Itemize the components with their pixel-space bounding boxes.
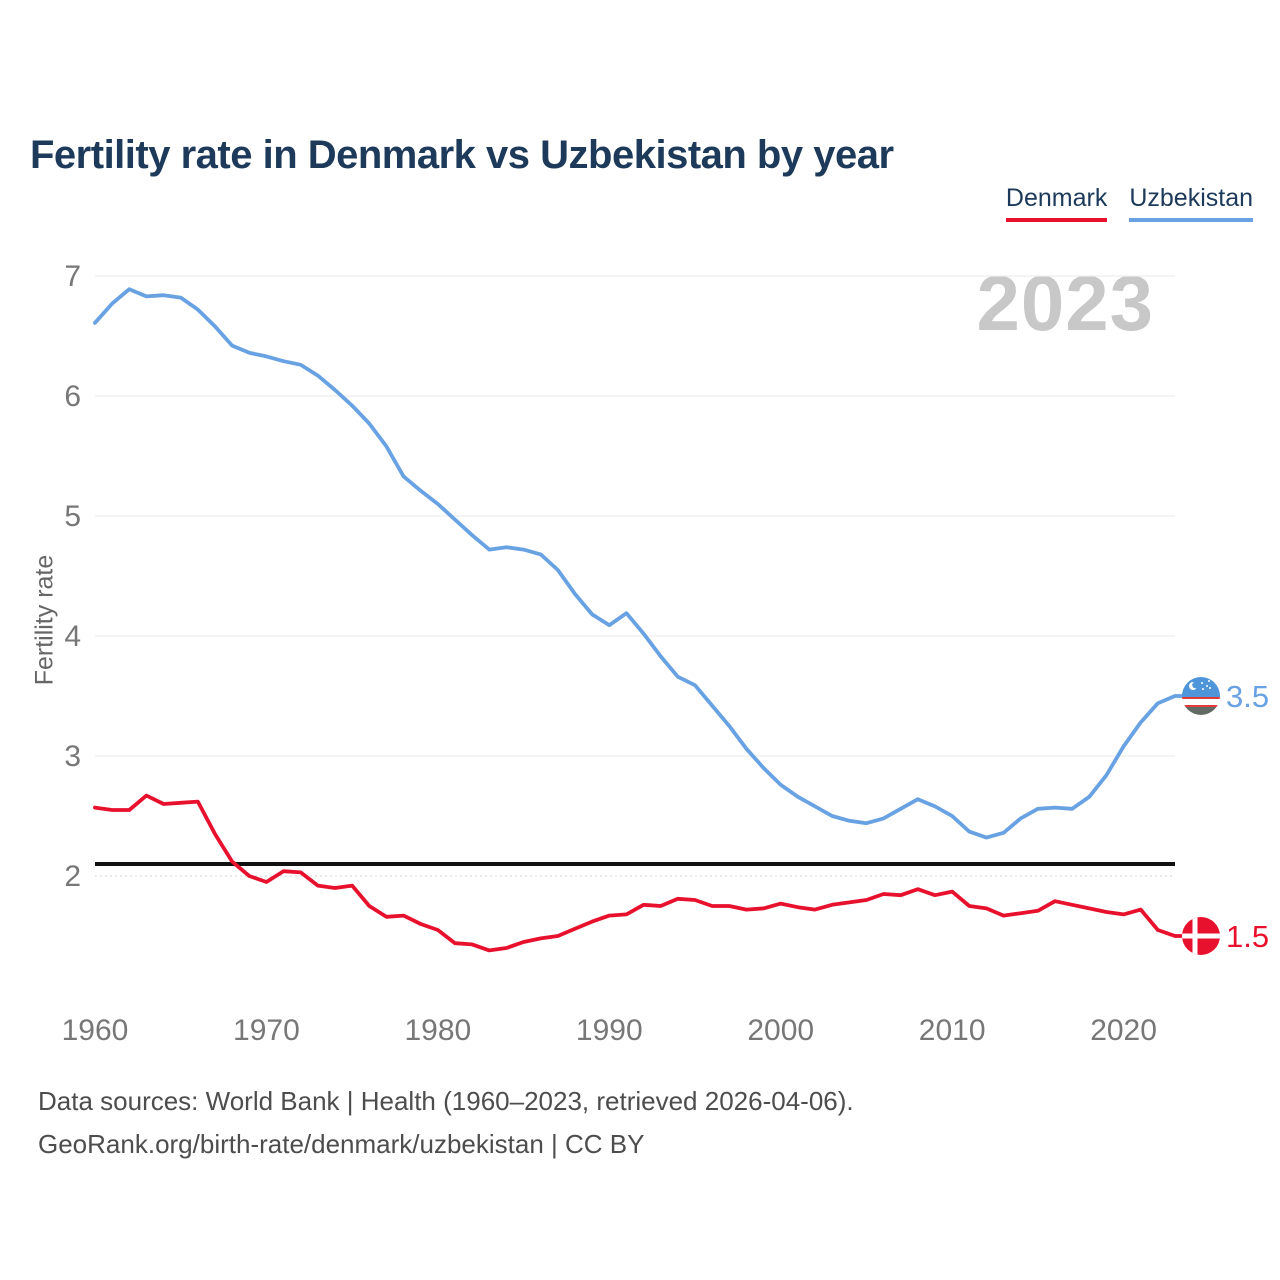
y-tick-label: 6 bbox=[64, 380, 81, 413]
x-tick-label: 2020 bbox=[1090, 1014, 1157, 1047]
page-title: Fertility rate in Denmark vs Uzbekistan … bbox=[30, 132, 894, 177]
denmark-end-value-label: 1.5 bbox=[1226, 919, 1269, 954]
y-tick-label: 4 bbox=[64, 620, 81, 653]
x-tick-label: 1970 bbox=[233, 1014, 300, 1047]
y-tick-label: 2 bbox=[64, 860, 81, 893]
x-tick-label: 2010 bbox=[919, 1014, 986, 1047]
denmark-flag-icon bbox=[1182, 917, 1220, 955]
footer: Data sources: World Bank | Health (1960–… bbox=[38, 1080, 854, 1166]
x-tick-label: 1990 bbox=[576, 1014, 643, 1047]
year-watermark: 2023 bbox=[976, 259, 1154, 347]
uzbekistan-flag-icon bbox=[1182, 677, 1220, 715]
legend-item-uzbekistan[interactable]: Uzbekistan bbox=[1129, 184, 1253, 222]
footer-data-sources: Data sources: World Bank | Health (1960–… bbox=[38, 1086, 854, 1116]
legend: Denmark Uzbekistan bbox=[1005, 184, 1253, 222]
x-tick-label: 1960 bbox=[62, 1014, 129, 1047]
uzbekistan-line bbox=[93, 287, 1177, 840]
footer-attribution: GeoRank.org/birth-rate/denmark/uzbekista… bbox=[38, 1128, 645, 1159]
legend-item-denmark[interactable]: Denmark bbox=[1005, 184, 1108, 222]
y-tick-label: 7 bbox=[64, 260, 81, 293]
uzbekistan-end-value-label: 3.5 bbox=[1226, 679, 1269, 714]
denmark-line bbox=[93, 793, 1177, 953]
y-tick-label: 5 bbox=[64, 500, 81, 533]
y-tick-label: 3 bbox=[64, 740, 81, 773]
x-tick-label: 2000 bbox=[747, 1014, 814, 1047]
x-tick-label: 1980 bbox=[404, 1014, 471, 1047]
